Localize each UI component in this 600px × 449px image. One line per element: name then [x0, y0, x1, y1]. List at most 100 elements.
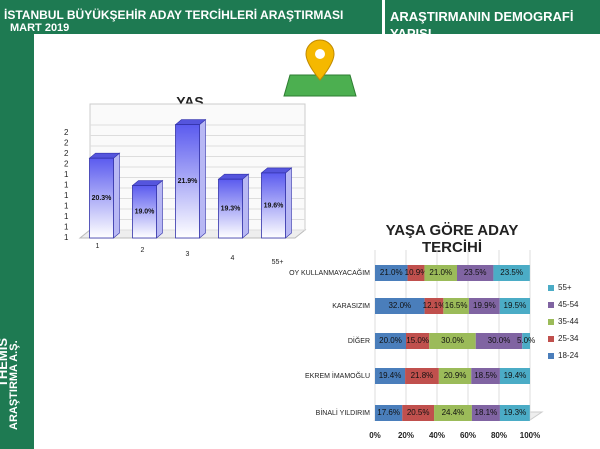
bar-segment: [471, 368, 500, 384]
bar-segment: [375, 333, 406, 349]
bar-segment: [375, 298, 425, 314]
y-tick-label: 2: [64, 160, 69, 169]
value-label: 23.5%: [464, 268, 487, 277]
bar-segment: [522, 333, 530, 349]
value-label: 21.9%: [178, 178, 199, 185]
x-tick-label: 2: [141, 247, 145, 254]
bar-segment: [499, 368, 530, 384]
x-tick-label: 40%: [429, 431, 445, 440]
value-label: 19.0%: [135, 209, 156, 216]
value-label: 21.8%: [411, 371, 434, 380]
y-tick-label: OY KULLANMAYACAĞIM: [289, 268, 370, 277]
location-icon: [283, 39, 357, 97]
side-bar: [0, 34, 34, 449]
y-tick-label: 1: [64, 202, 69, 211]
value-label: 19.5%: [504, 301, 527, 310]
bar-segment: [438, 368, 472, 384]
value-label: 5.0%: [517, 336, 535, 345]
value-label: 20.5%: [407, 408, 430, 417]
value-label: 18.5%: [474, 371, 497, 380]
x-tick-label: 100%: [520, 431, 540, 440]
x-tick-label: 55+: [272, 259, 284, 266]
value-label: 19.9%: [473, 301, 496, 310]
bar-side: [285, 167, 292, 239]
y-tick-label: 2: [64, 149, 69, 158]
y-tick-label: 1: [64, 170, 69, 179]
bar-segment: [406, 333, 430, 349]
bar-segment: [375, 368, 406, 384]
value-label: 19.3%: [221, 205, 242, 212]
value-label: 30.0%: [488, 336, 511, 345]
y-tick-label: 1: [64, 223, 69, 232]
bar-segment: [499, 405, 530, 421]
bar-segment: [471, 405, 500, 421]
legend-label: 45-54: [558, 300, 579, 309]
y-tick-label: 1: [64, 233, 69, 242]
x-tick-label: 1: [96, 243, 100, 250]
value-label: 16.5%: [445, 301, 468, 310]
value-label: 19.4%: [504, 371, 527, 380]
x-tick-label: 80%: [491, 431, 507, 440]
legend-swatch: [548, 285, 554, 291]
bar-segment: [468, 298, 500, 314]
value-label: 20.9%: [444, 371, 467, 380]
x-tick-label: 4: [231, 255, 235, 262]
bar-segment: [375, 265, 408, 281]
bar-segment: [424, 265, 457, 281]
y-tick-label: 2: [64, 139, 69, 148]
value-label: 15.0%: [406, 336, 429, 345]
legend-swatch: [548, 353, 554, 359]
legend-label: 18-24: [558, 351, 579, 360]
bar-segment: [375, 405, 403, 421]
bar: [89, 157, 114, 239]
legend-swatch: [548, 319, 554, 325]
value-label: 18.1%: [475, 408, 498, 417]
legend-label: 35-44: [558, 317, 579, 326]
bar-segment: [456, 265, 494, 281]
y-tick-label: 1: [64, 212, 69, 221]
legend-swatch: [548, 336, 554, 342]
value-label: 12.1%: [423, 301, 446, 310]
bar-segment: [434, 405, 472, 421]
legend-swatch: [548, 302, 554, 308]
bar-side: [242, 173, 249, 239]
bar-segment: [443, 298, 469, 314]
bar-segment: [475, 333, 523, 349]
bar: [218, 178, 243, 239]
value-label: 19.4%: [379, 371, 402, 380]
value-label: 20.0%: [379, 336, 402, 345]
y-tick-label: DİĞER: [348, 336, 370, 345]
value-label: 17.6%: [377, 408, 400, 417]
bar-segment: [429, 333, 476, 349]
value-label: 32.0%: [388, 301, 411, 310]
section-title: ARAŞTIRMANIN DEMOGRAFİ YAPISI: [390, 9, 574, 38]
y-tick-label: BİNALİ YILDIRIM: [316, 408, 371, 417]
bar-side: [113, 152, 120, 239]
bar-side: [199, 118, 206, 239]
value-label: 20.3%: [92, 195, 113, 202]
bar-segment: [402, 405, 435, 421]
value-label: 10.9%: [405, 268, 428, 277]
bar: [132, 185, 157, 239]
bar-segment: [405, 368, 439, 384]
value-label: 19.3%: [504, 408, 527, 417]
bar: [261, 172, 286, 239]
bar-side: [156, 179, 163, 239]
legend-label: 55+: [558, 283, 572, 292]
y-tick-label: 1: [64, 181, 69, 190]
value-label: 23.5%: [500, 268, 523, 277]
value-label: 21.0%: [429, 268, 452, 277]
bar-segment: [424, 298, 444, 314]
y-tick-label: 1: [64, 191, 69, 200]
value-label: 19.6%: [264, 202, 285, 209]
header-date: MART 2019: [10, 22, 70, 34]
header-bar: [0, 0, 600, 34]
legend-label: 25-34: [558, 334, 579, 343]
x-tick-label: 3: [186, 251, 190, 258]
bar-segment: [499, 298, 530, 314]
y-tick-label: 2: [64, 128, 69, 137]
x-tick-label: 0%: [369, 431, 381, 440]
header-title: İSTANBUL BÜYÜKŞEHİR ADAY TERCİHLERİ ARAŞ…: [4, 8, 344, 22]
value-label: 21.0%: [380, 268, 403, 277]
